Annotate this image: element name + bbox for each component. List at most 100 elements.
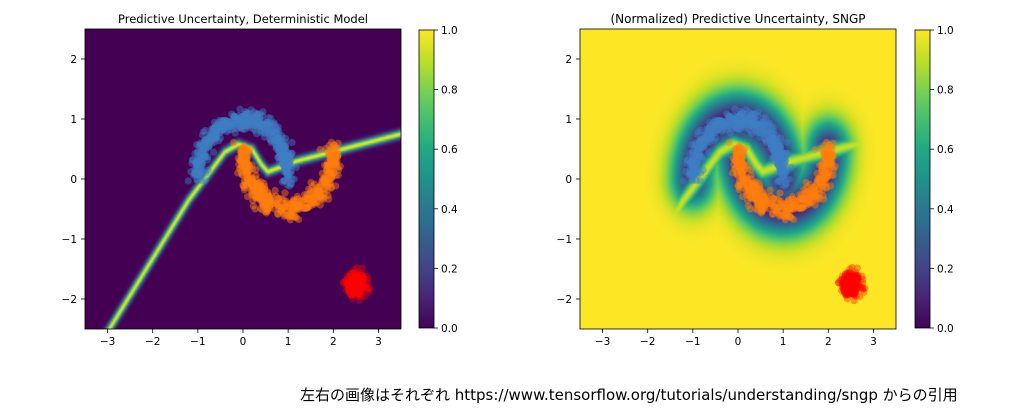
data-point-ood	[849, 271, 857, 279]
data-point-moon-2	[744, 196, 752, 204]
data-point-moon-1	[214, 123, 222, 131]
data-point-ood	[846, 285, 855, 293]
data-point-moon-2	[736, 166, 745, 174]
data-point-moon-2	[282, 211, 290, 219]
data-point-moon-1	[210, 125, 218, 133]
data-point-moon-1	[714, 116, 722, 125]
data-point-moon-2	[324, 148, 333, 156]
data-point-ood	[846, 274, 854, 282]
data-point-moon-2	[823, 155, 831, 163]
data-point-moon-2	[315, 192, 323, 200]
data-point-moon-1	[773, 178, 781, 186]
data-point-moon-2	[824, 159, 832, 167]
colorbar-tick-label: 0.8	[441, 85, 458, 97]
data-point-moon-2	[243, 154, 251, 162]
data-point-ood	[355, 290, 363, 298]
data-point-moon-2	[738, 174, 747, 182]
data-point-moon-2	[280, 212, 288, 220]
data-point-moon-2	[323, 165, 331, 173]
data-point-moon-2	[749, 193, 757, 201]
data-point-moon-2	[797, 193, 805, 201]
data-point-moon-2	[245, 166, 253, 174]
data-point-moon-1	[688, 160, 696, 168]
data-point-moon-1	[683, 159, 691, 167]
data-point-moon-1	[242, 119, 251, 127]
data-point-moon-1	[751, 110, 759, 118]
data-point-moon-1	[748, 110, 756, 118]
data-point-ood	[351, 274, 359, 282]
data-point-moon-1	[731, 116, 739, 124]
data-point-moon-1	[236, 123, 244, 131]
data-point-moon-1	[282, 167, 290, 175]
data-point-moon-2	[753, 197, 762, 205]
data-point-moon-1	[768, 134, 776, 142]
data-point-moon-2	[244, 151, 252, 159]
data-point-moon-1	[742, 110, 750, 119]
data-point-moon-1	[241, 116, 249, 124]
data-point-moon-1	[266, 123, 274, 131]
data-point-moon-2	[758, 207, 766, 215]
data-point-ood	[848, 273, 857, 281]
data-point-moon-2	[784, 206, 792, 214]
data-point-moon-2	[240, 148, 248, 156]
data-point-moon-2	[823, 151, 831, 159]
data-point-ood	[348, 284, 356, 292]
data-point-moon-1	[775, 162, 783, 170]
data-point-moon-1	[208, 129, 216, 137]
data-point-moon-2	[772, 207, 780, 215]
data-point-moon-1	[700, 131, 709, 139]
data-point-moon-2	[777, 211, 785, 219]
data-point-moon-1	[197, 156, 205, 164]
data-point-moon-1	[194, 168, 202, 176]
data-point-ood	[846, 285, 854, 293]
data-point-moon-1	[700, 142, 708, 150]
data-point-moon-2	[746, 188, 754, 196]
data-point-moon-1	[771, 146, 779, 154]
data-point-ood	[345, 287, 353, 295]
data-point-moon-1	[689, 170, 698, 179]
data-point-moon-2	[808, 184, 816, 192]
data-point-moon-2	[279, 209, 287, 218]
data-point-moon-1	[236, 116, 244, 124]
data-point-ood	[349, 275, 357, 283]
data-point-ood	[844, 290, 852, 298]
data-point-moon-2	[757, 209, 766, 217]
data-point-moon-1	[278, 147, 286, 155]
data-point-moon-2	[244, 176, 253, 185]
data-point-moon-2	[815, 177, 823, 185]
data-point-moon-1	[286, 158, 294, 166]
data-point-moon-1	[230, 117, 238, 125]
data-point-ood	[349, 284, 357, 292]
data-point-ood	[351, 274, 359, 283]
data-point-ood	[848, 280, 856, 289]
data-point-moon-1	[269, 129, 277, 137]
data-point-moon-1	[692, 148, 701, 157]
data-point-moon-1	[708, 126, 716, 134]
data-point-moon-1	[219, 116, 227, 125]
data-point-moon-1	[266, 130, 274, 138]
data-point-ood	[854, 273, 862, 281]
data-point-moon-1	[703, 132, 711, 140]
data-point-moon-1	[722, 126, 730, 134]
data-point-ood	[346, 283, 354, 291]
data-point-moon-2	[732, 156, 740, 165]
data-point-moon-2	[744, 190, 752, 198]
data-point-moon-2	[810, 183, 819, 191]
data-point-moon-1	[775, 145, 783, 153]
data-point-moon-1	[266, 129, 274, 137]
data-point-moon-1	[679, 177, 687, 185]
data-point-moon-1	[775, 177, 783, 185]
data-point-moon-1	[278, 178, 286, 186]
data-point-moon-2	[785, 204, 794, 212]
data-point-moon-1	[724, 112, 733, 120]
data-point-moon-1	[199, 168, 207, 176]
data-point-moon-1	[255, 119, 263, 127]
data-point-moon-1	[699, 144, 707, 152]
data-point-ood	[353, 283, 361, 291]
x-tick-label: 3	[375, 336, 382, 348]
data-point-moon-2	[310, 198, 318, 206]
data-point-ood	[346, 290, 354, 298]
data-point-moon-2	[824, 157, 832, 165]
data-point-moon-2	[328, 148, 336, 156]
data-point-moon-1	[692, 142, 700, 150]
